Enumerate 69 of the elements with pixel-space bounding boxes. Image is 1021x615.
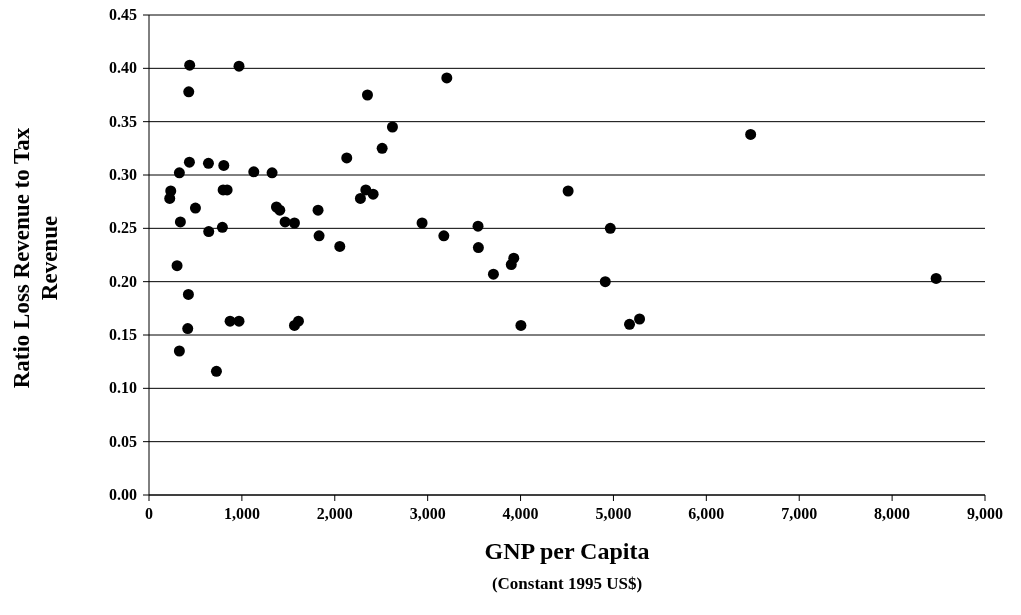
point: [341, 152, 353, 164]
point: [930, 272, 942, 284]
y-tick-label: 0.00: [109, 486, 137, 503]
x-tick-label: 4,000: [502, 505, 539, 522]
x-tick-label: 8,000: [874, 505, 911, 522]
text: (Constant 1995 US$): [490, 574, 644, 594]
point: [334, 240, 346, 252]
x-tick-label: 1,000: [223, 505, 260, 522]
point: [182, 323, 194, 335]
point: [183, 156, 195, 168]
point: [174, 216, 186, 228]
point: [202, 157, 214, 169]
point: [184, 59, 196, 71]
point: [505, 259, 517, 271]
point: [216, 221, 228, 233]
x-tick-label: 0: [145, 505, 153, 522]
x-tick-label: 5,000: [595, 505, 632, 522]
point: [171, 260, 183, 272]
point: [624, 318, 636, 330]
point: [487, 268, 499, 280]
y-tick-label: 0.25: [109, 219, 137, 237]
point: [634, 313, 646, 325]
y-axis-title: Ratio Loss Revenue to Tax Revenue: [8, 126, 63, 391]
x-tick-label: 3,000: [409, 505, 446, 522]
point: [472, 242, 484, 254]
x-tick-label: 7,000: [781, 505, 818, 522]
point: [288, 217, 300, 229]
point: [438, 230, 450, 242]
point: [189, 202, 201, 214]
x-tick-label: 9,000: [967, 505, 1003, 522]
point: [515, 319, 527, 331]
y-tick-label: 0.35: [109, 112, 137, 130]
point: [441, 72, 453, 84]
point: [183, 86, 195, 98]
point: [182, 288, 194, 300]
point: [313, 230, 325, 242]
point: [274, 204, 286, 216]
x-axis-title: GNP per Capita: [483, 538, 651, 565]
point: [354, 192, 366, 204]
point: [367, 188, 379, 200]
point: [203, 226, 215, 238]
point: [361, 89, 373, 101]
point: [376, 142, 388, 154]
point: [292, 315, 304, 327]
point: [233, 315, 245, 327]
x-tick-label: 2,000: [316, 505, 353, 522]
point: [210, 365, 222, 377]
y-tick-label: 0.05: [109, 432, 137, 450]
y-tick-label: 0.45: [109, 6, 137, 23]
y-tick-label: 0.40: [109, 59, 137, 77]
point: [745, 128, 757, 140]
point: [173, 167, 185, 179]
x-tick-label: 6,000: [688, 505, 725, 522]
y-tick-label: 0.15: [109, 326, 137, 343]
point: [386, 121, 398, 133]
point: [266, 167, 278, 179]
point: [218, 159, 230, 171]
point: [599, 276, 611, 288]
point: [312, 204, 324, 216]
y-tick-label: 0.10: [109, 379, 137, 397]
point: [248, 166, 260, 178]
point: [604, 222, 616, 234]
point: [416, 217, 428, 229]
point: [173, 345, 185, 357]
point: [233, 60, 245, 72]
y-tick-label: 0.20: [109, 272, 137, 290]
point: [562, 185, 574, 197]
point: [472, 220, 484, 232]
y-tick-label: 0.30: [109, 166, 137, 183]
